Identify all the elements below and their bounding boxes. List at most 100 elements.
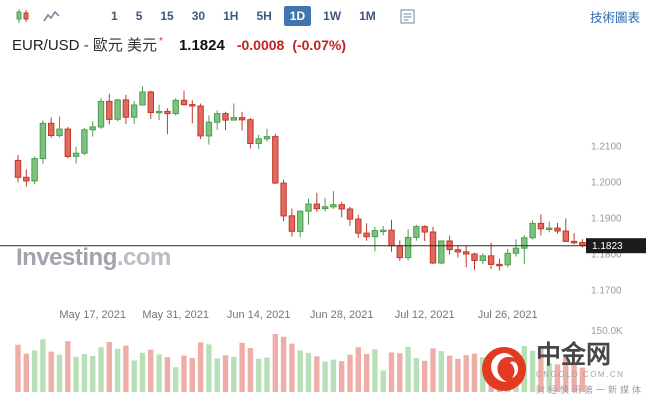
candle-body xyxy=(421,226,428,233)
candle-body xyxy=(579,242,586,246)
volume-bar xyxy=(164,357,171,392)
candle-body xyxy=(114,99,121,120)
volume-bar xyxy=(139,352,146,392)
volume-bar xyxy=(330,359,337,392)
volume-bar xyxy=(81,354,88,392)
candle-body xyxy=(72,152,80,157)
volume-bar xyxy=(106,342,112,392)
candle-body xyxy=(272,136,279,184)
current-price-badge-text: 1.1823 xyxy=(592,241,623,252)
volume-bar xyxy=(40,339,46,392)
timeframe-1d-button[interactable]: 1D xyxy=(283,6,312,26)
candle-body xyxy=(487,255,495,265)
timeframe-5h-button[interactable]: 5H xyxy=(250,6,277,26)
candle-body xyxy=(330,204,337,208)
volume-bar xyxy=(538,348,544,392)
x-axis-label: May 17, 2021 xyxy=(59,309,126,321)
volume-bar xyxy=(90,356,96,392)
volume-bar xyxy=(297,350,303,392)
volume-bar xyxy=(123,345,129,392)
volume-bar xyxy=(571,362,577,392)
instrument-header: EUR/USD - 歐元 美元 * 1.1824 -0.0008 (-0.07%) xyxy=(0,32,652,60)
candle-body xyxy=(106,100,113,120)
candle-body xyxy=(429,231,437,264)
x-axis-label: May 31, 2021 xyxy=(142,309,209,321)
volume-bar xyxy=(463,355,469,392)
volume-bar xyxy=(231,356,237,392)
x-axis-label: Jun 28, 2021 xyxy=(310,309,374,321)
candle-body xyxy=(97,100,105,128)
candle-body xyxy=(363,232,370,238)
candle-body xyxy=(172,99,179,115)
candle-body xyxy=(288,215,296,232)
volume-bar xyxy=(189,358,195,392)
pair-dash: - xyxy=(83,37,89,54)
volume-bar xyxy=(272,334,278,392)
candle-body xyxy=(512,247,520,254)
candle-body xyxy=(321,206,329,210)
pair-symbol: EUR/USD xyxy=(12,37,80,54)
volume-bar xyxy=(347,354,353,392)
indicators-panel-icon[interactable] xyxy=(397,6,419,26)
timeframe-30-button[interactable]: 30 xyxy=(186,6,211,26)
candle-body xyxy=(496,263,503,267)
volume-bar xyxy=(65,341,71,392)
volume-bar xyxy=(56,354,63,392)
volume-bar xyxy=(197,342,204,392)
candle-body xyxy=(371,230,379,238)
volume-bar xyxy=(430,348,436,392)
volume-bar xyxy=(422,360,428,392)
volume-bar xyxy=(31,350,38,392)
candle-body xyxy=(396,245,404,259)
volume-bar xyxy=(131,360,137,392)
volume-bar xyxy=(73,356,79,392)
candle-body xyxy=(263,136,271,140)
cngold-domain: CNGOLD.COM.CN xyxy=(535,370,625,379)
candle-body xyxy=(404,236,412,259)
volume-bar xyxy=(446,355,453,392)
volume-bar xyxy=(529,350,536,392)
candle-body xyxy=(338,204,345,210)
pair-title: EUR/USD - 歐元 美元 * xyxy=(12,34,163,55)
chart-canvas[interactable]: 1.2100 1.2000 1.1900 1.1800 1.1700 May 17, 20… xyxy=(0,62,652,402)
last-price: 1.1824 xyxy=(178,37,225,54)
timeframe-1w-button[interactable]: 1W xyxy=(317,6,347,26)
candle-body xyxy=(463,251,470,255)
timeframe-1m-button[interactable]: 1M xyxy=(353,6,382,26)
volume-bar xyxy=(397,353,403,392)
volume-bar xyxy=(579,367,586,392)
timeframe-1-button[interactable]: 1 xyxy=(105,6,124,26)
volume-bar xyxy=(173,367,179,392)
candle-body xyxy=(247,119,254,144)
candle-body xyxy=(570,240,578,244)
x-axis-label: Jul 26, 2021 xyxy=(478,309,538,321)
candle-body xyxy=(537,222,545,230)
candle-body xyxy=(479,255,487,262)
technical-chart-link[interactable]: 技術圖表 xyxy=(589,10,640,25)
timeframe-5-button[interactable]: 5 xyxy=(130,6,149,26)
investing-watermark-bold: Investing xyxy=(16,244,117,271)
volume-bar xyxy=(322,361,328,392)
line-view-icon[interactable] xyxy=(40,6,62,26)
volume-axis-label: 150.0K xyxy=(591,326,623,337)
current-price-badge xyxy=(586,238,646,254)
candle-body xyxy=(255,138,262,145)
candle-body xyxy=(64,128,71,157)
timeframe-1h-button[interactable]: 1H xyxy=(217,6,244,26)
candle-body xyxy=(413,226,420,238)
candle-body xyxy=(214,113,221,123)
candle-body xyxy=(147,91,155,113)
cngold-text-block: 中金网 CNGOLD.COM.CN 财经快讯第一新媒体 xyxy=(535,341,644,396)
volume-bar xyxy=(563,356,569,392)
realtime-flag-icon: * xyxy=(159,36,163,47)
candle-body xyxy=(197,105,204,137)
candle-body xyxy=(205,121,213,137)
candlestick-view-icon[interactable] xyxy=(12,6,34,26)
volume-bar xyxy=(289,343,295,392)
candle-body xyxy=(155,110,163,114)
candle-body xyxy=(56,128,63,137)
y-axis-label: 1.1800 xyxy=(591,250,622,261)
candle-body xyxy=(81,129,88,154)
timeframe-15-button[interactable]: 15 xyxy=(154,6,179,26)
candle-body xyxy=(39,122,47,160)
